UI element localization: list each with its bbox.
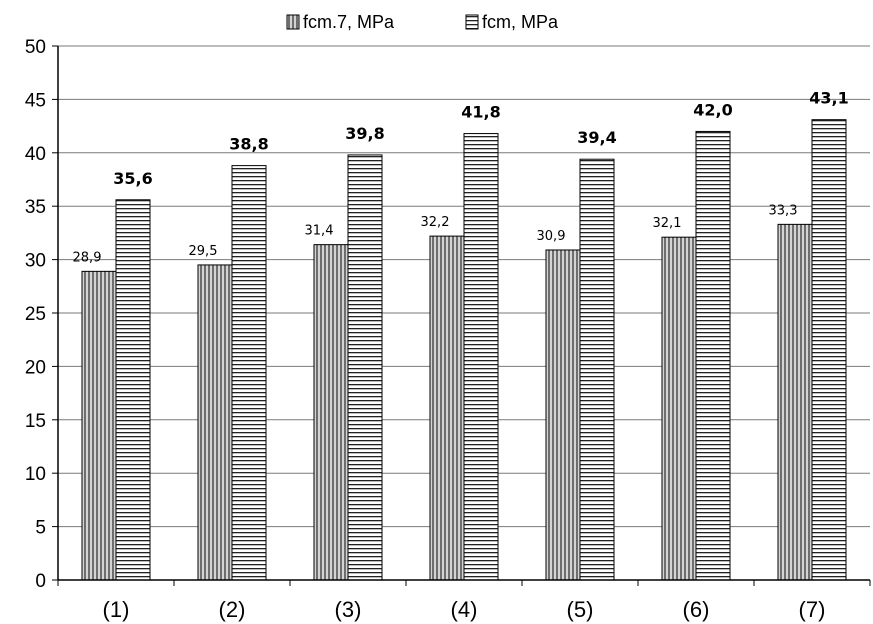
legend-item-fcm: fcm, MPa <box>465 12 559 32</box>
data-label-fcm7: 32,2 <box>421 215 450 230</box>
data-label-fcm7: 32,1 <box>653 216 682 231</box>
x-tick-label: (7) <box>799 597 826 622</box>
y-tick-label: 35 <box>25 197 46 218</box>
bar-fcm7 <box>545 249 581 581</box>
y-tick-label: 45 <box>25 90 46 111</box>
data-label-fcm: 42,0 <box>693 100 732 119</box>
data-label-fcm7: 31,4 <box>305 224 334 239</box>
bar-fcm <box>115 199 151 581</box>
x-tick-label: (1) <box>103 597 130 622</box>
bar-fcm <box>231 165 267 581</box>
data-label-fcm7: 28,9 <box>73 250 102 265</box>
bar-fcm7 <box>197 264 233 581</box>
bar-fcm <box>579 158 615 581</box>
legend-label-fcm: fcm, MPa <box>482 12 559 32</box>
x-tick-label: (6) <box>683 597 710 622</box>
data-label-fcm7: 33,3 <box>769 203 798 218</box>
legend-swatch-fcm7 <box>286 14 300 30</box>
data-label-fcm: 41,8 <box>461 103 500 122</box>
y-tick-label: 25 <box>25 304 46 325</box>
x-tick-label: (5) <box>567 597 594 622</box>
bar-fcm7 <box>777 223 813 581</box>
legend-swatch-fcm <box>465 14 479 30</box>
y-tick-label: 0 <box>35 571 46 592</box>
y-tick-label: 30 <box>25 251 46 272</box>
data-label-fcm: 35,6 <box>113 169 152 188</box>
bar-fcm <box>463 133 499 581</box>
y-tick-label: 40 <box>25 144 46 165</box>
bar-fcm7 <box>81 270 117 581</box>
data-label-fcm: 43,1 <box>809 89 848 108</box>
bar-fcm7 <box>429 235 465 581</box>
x-tick-label: (2) <box>219 597 246 622</box>
y-axis-ticks: 0 5 10 15 20 25 30 35 40 45 50 <box>25 37 58 592</box>
bar-fcm7 <box>313 244 349 581</box>
data-label-fcm: 38,8 <box>229 135 268 154</box>
y-tick-label: 5 <box>35 518 46 539</box>
x-tick-label: (3) <box>335 597 362 622</box>
bar-fcm <box>811 119 847 581</box>
y-tick-label: 15 <box>25 411 46 432</box>
data-label-fcm: 39,8 <box>345 124 384 143</box>
bars <box>81 119 847 581</box>
bar-fcm7 <box>661 236 697 581</box>
y-tick-label: 20 <box>25 357 46 378</box>
legend-item-fcm7: fcm.7, MPa <box>286 12 395 32</box>
bar-fcm <box>347 154 383 581</box>
y-tick-label: 10 <box>25 464 46 485</box>
y-tick-label: 50 <box>25 37 46 58</box>
x-tick-label: (4) <box>451 597 478 622</box>
legend-label-fcm7: fcm.7, MPa <box>303 12 395 32</box>
bar-value-labels: 28,9 35,6 29,5 38,8 31,4 39,8 32,2 41,8 30,9 39,4… <box>73 89 849 266</box>
legend: fcm.7, MPa fcm, MPa <box>286 12 559 32</box>
bar-fcm <box>695 130 731 581</box>
data-label-fcm7: 30,9 <box>537 229 566 244</box>
x-axis-ticks: (1) (2) (3) (4) (5) (6) (7) <box>57 580 871 622</box>
data-label-fcm: 39,4 <box>577 128 616 147</box>
data-label-fcm7: 29,5 <box>189 244 218 259</box>
